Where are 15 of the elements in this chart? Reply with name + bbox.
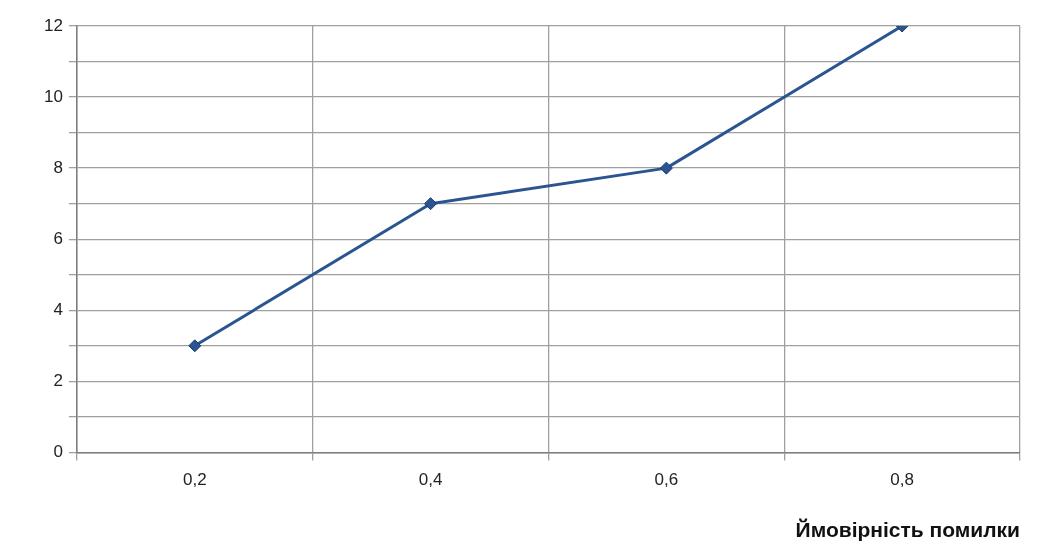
point bbox=[659, 161, 673, 175]
point bbox=[424, 197, 438, 211]
y-tick-label: 0 bbox=[53, 442, 63, 462]
x-tick-label: 0,6 bbox=[654, 470, 679, 490]
y-tick-label: 4 bbox=[53, 299, 63, 319]
x-tick-label: 0,2 bbox=[182, 470, 207, 490]
x-axis-title: Ймовірність помилки bbox=[795, 518, 1020, 542]
y-tick-label: 2 bbox=[53, 371, 63, 391]
y-tick-label: 12 bbox=[43, 15, 63, 35]
point bbox=[188, 339, 202, 353]
x-tick-label: 0,4 bbox=[418, 470, 443, 490]
y-tick-label: 6 bbox=[53, 228, 63, 248]
y-tick-label: 10 bbox=[43, 86, 63, 106]
y-tick-label: 8 bbox=[53, 157, 63, 177]
x-tick-label: 0,8 bbox=[890, 470, 914, 490]
